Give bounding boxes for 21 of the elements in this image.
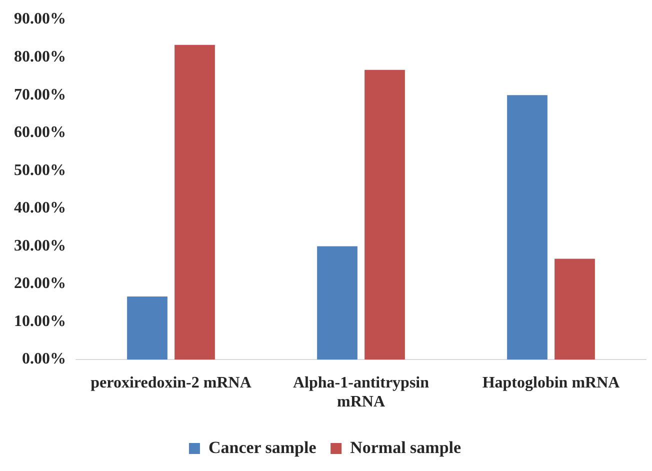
bar	[317, 246, 358, 360]
bar	[127, 296, 168, 360]
bar	[554, 258, 595, 360]
bar	[507, 95, 548, 360]
bar	[364, 70, 405, 360]
x-tick-label: Alpha-1-antitrypsin mRNA	[292, 374, 430, 411]
y-tick-label: 80.00%	[14, 48, 66, 66]
y-tick-label: 20.00%	[14, 275, 66, 292]
y-tick-label: 40.00%	[14, 200, 66, 217]
y-tick-label: 0.00%	[22, 350, 66, 368]
y-tick-label: 90.00%	[14, 10, 66, 28]
x-tick-label: peroxiredoxin-2 mRNA	[90, 374, 252, 392]
y-tick-label: 50.00%	[14, 162, 66, 179]
y-tick-label: 60.00%	[14, 124, 66, 142]
legend-label: Cancer sample	[208, 438, 317, 457]
y-tick-label: 30.00%	[14, 237, 66, 254]
bar	[174, 44, 215, 360]
y-tick-label: 70.00%	[14, 86, 66, 104]
legend-label: Normal sample	[350, 438, 462, 457]
x-tick-label: Haptoglobin mRNA	[482, 374, 620, 392]
y-tick-label: 10.00%	[14, 312, 66, 330]
